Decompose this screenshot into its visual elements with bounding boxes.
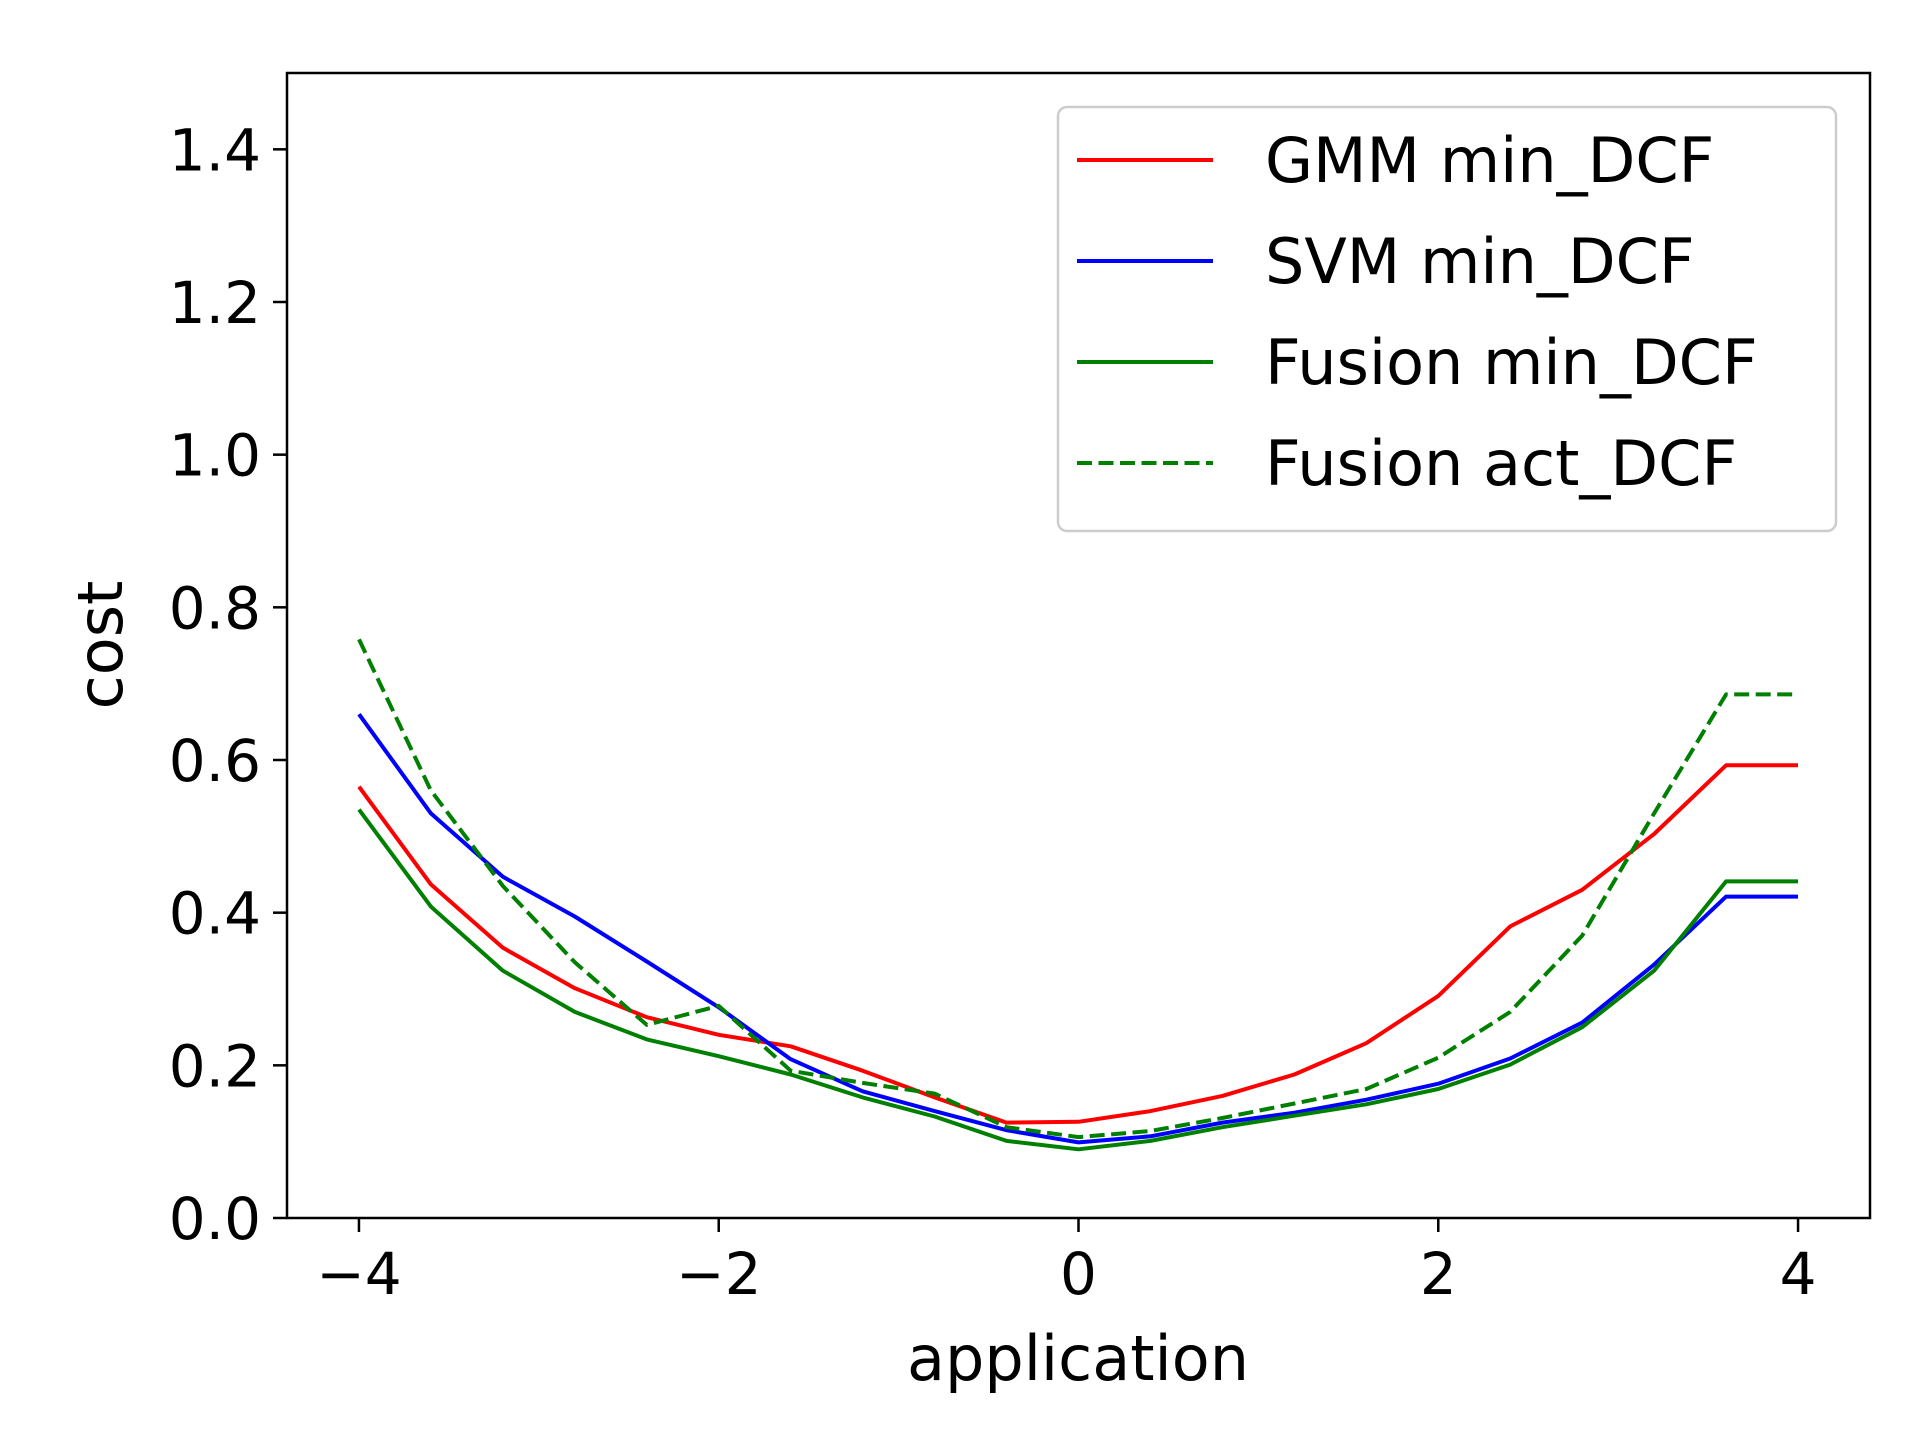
x-tick-label: 2	[1420, 1240, 1457, 1308]
legend-label-1: SVM min_DCF	[1265, 225, 1695, 298]
y-tick-label: 0.0	[169, 1185, 261, 1253]
y-tick-label: 1.4	[169, 116, 261, 184]
series-line-3	[357, 638, 1798, 1140]
series-line-0	[357, 763, 1798, 1125]
series-layer	[357, 638, 1798, 1152]
x-axis-title: application	[907, 1322, 1249, 1395]
x-tick-label: −2	[676, 1240, 762, 1308]
legend-label-2: Fusion min_DCF	[1265, 326, 1758, 399]
y-tick-label: 0.4	[169, 880, 261, 948]
x-tick-label: −4	[316, 1240, 402, 1308]
x-axis: −4 −2 0 2 4	[316, 1218, 1816, 1308]
y-axis: 0.0 0.2 0.4 0.6 0.8 1.0 1.2 1.4	[169, 116, 287, 1253]
series-line-2	[357, 808, 1798, 1152]
legend-label-3: Fusion act_DCF	[1265, 427, 1737, 500]
legend-label-0: GMM min_DCF	[1265, 124, 1714, 197]
y-axis-title: cost	[64, 581, 137, 710]
x-tick-label: 0	[1060, 1240, 1097, 1308]
y-tick-label: 1.2	[169, 269, 261, 337]
legend: GMM min_DCF SVM min_DCF Fusion min_DCF Fusi…	[1056, 105, 1838, 533]
legend-box	[1056, 105, 1838, 533]
y-tick-label: 0.6	[169, 727, 261, 795]
y-tick-label: 0.2	[169, 1032, 261, 1100]
y-tick-label: 0.8	[169, 574, 261, 642]
y-tick-label: 1.0	[169, 422, 261, 490]
x-tick-label: 4	[1780, 1240, 1817, 1308]
series-line-1	[357, 713, 1798, 1145]
